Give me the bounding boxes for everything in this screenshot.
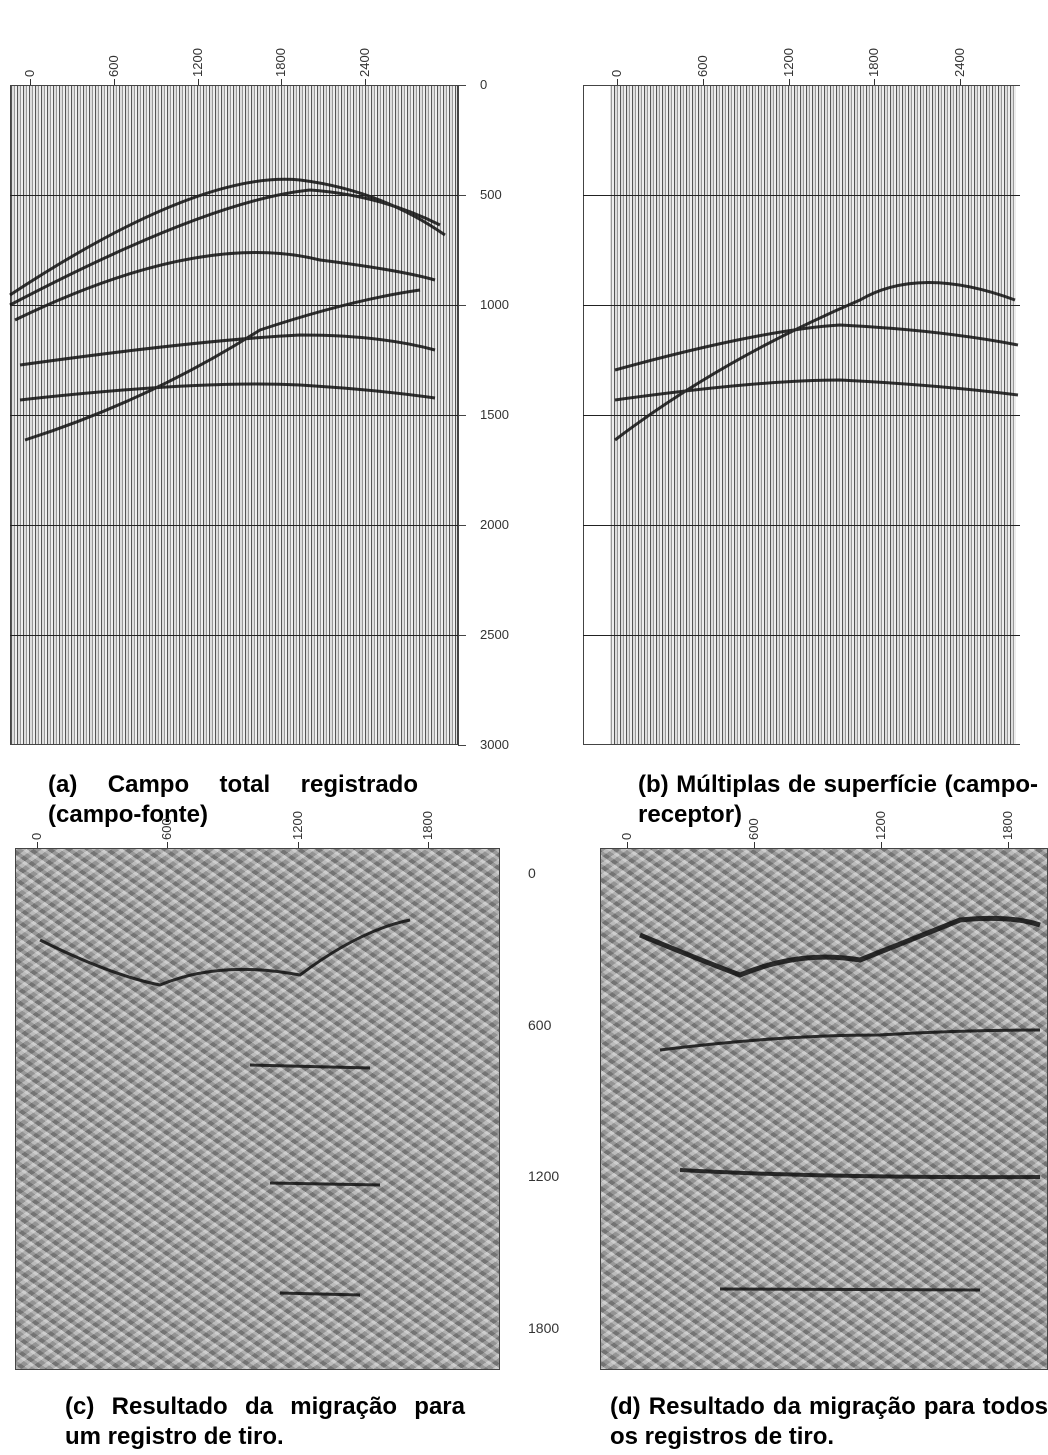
reflection-event [614,378,1019,402]
reflection-event [639,915,1041,978]
reflection-event [614,323,1019,372]
caption: (c) Resultado da migração para um regist… [65,1393,465,1450]
x-tick [617,79,618,85]
caption: (a) Campo total registrado (campo-fonte) [48,771,418,828]
reflection-event [659,1028,1041,1052]
reflection-event [679,1168,1041,1180]
y-tick [458,415,466,416]
reflection-event [19,333,436,367]
x-tick [1008,842,1009,848]
y-tick-label: 1000 [480,297,509,312]
reflection-event [19,382,436,402]
y-tick-label: 0 [528,865,536,881]
grid-line [10,305,458,306]
grid-line [10,195,458,196]
grid-line [583,305,1020,306]
reflection-event [9,177,446,297]
x-tick [874,79,876,85]
x-tick [881,842,882,848]
y-tick [458,525,466,526]
grid-line [10,525,458,526]
y-tick-label: 1500 [480,407,509,422]
y-tick-label: 1800 [528,1320,560,1336]
reflection-event [39,918,411,987]
x-tick [37,842,38,848]
grid-line [583,415,1020,416]
y-tick-label: 3000 [480,737,509,752]
x-tick [627,842,628,848]
reflection-event [279,1291,361,1297]
y-tick [458,745,466,746]
y-tick-label: 600 [528,1016,552,1033]
caption: (b) Múltiplas de superfície (campo-recep… [638,771,1038,828]
reflection-event [614,281,1016,442]
x-tick [167,842,169,848]
y-tick-label: 500 [480,187,502,202]
y-tick-label: 2500 [480,627,509,642]
reflection-event [14,251,436,322]
y-tick [458,305,466,306]
reflection-event [249,1063,371,1070]
caption: (d) Resultado da migração para todos os … [610,1393,1048,1450]
y-tick [458,195,466,196]
x-tick [281,79,283,85]
y-tick-label: 1200 [528,1168,560,1185]
x-tick [702,79,704,85]
x-tick [365,79,366,85]
grid-line [10,635,458,636]
x-tick [788,79,790,85]
y-tick-label: 2000 [480,517,509,532]
x-tick [960,79,961,85]
x-tick [754,842,755,848]
reflection-event [719,1287,981,1292]
x-tick [113,79,115,85]
grid-line [583,635,1020,636]
reflection-event [269,1181,381,1187]
y-tick [458,635,466,636]
seismic-panel [15,848,500,1370]
x-tick [297,842,299,848]
x-tick [428,842,429,848]
seismic-panel [600,848,1048,1370]
grid-line [583,195,1020,196]
grid-line [583,525,1020,526]
reflection-event [9,188,441,307]
y-tick-label: 0 [480,77,488,92]
reflection-event [24,288,421,442]
x-tick [30,79,31,85]
x-tick [197,79,199,85]
y-tick [458,85,466,86]
grid-line [10,415,458,416]
